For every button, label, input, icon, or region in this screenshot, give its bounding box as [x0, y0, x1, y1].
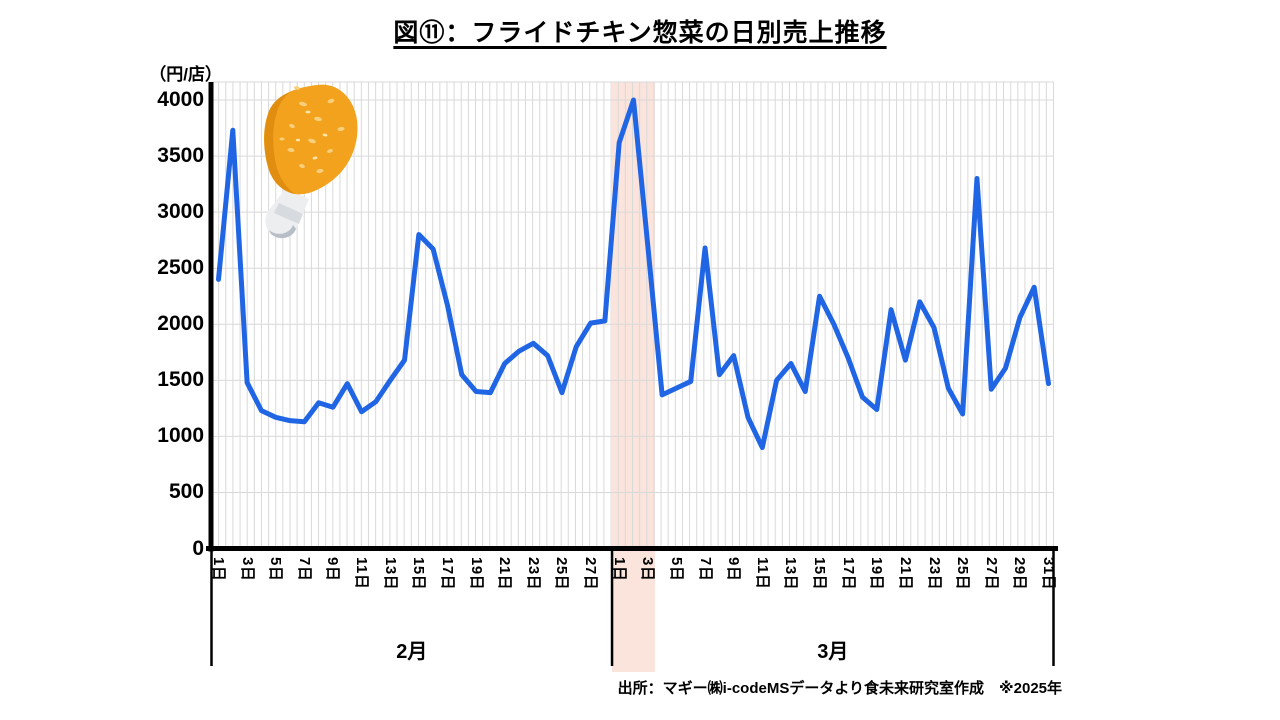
x-tick-label: 1日	[610, 557, 628, 582]
x-tick-label: 17日	[839, 557, 857, 591]
x-tick-label: 15日	[410, 557, 428, 591]
x-tick-label: 13日	[381, 557, 399, 591]
y-tick-label: 3000	[157, 200, 204, 224]
month-label: 3月	[817, 641, 849, 663]
y-tick-label: 0	[192, 536, 204, 560]
x-tick-label: 17日	[438, 557, 456, 591]
y-tick-label: 2500	[157, 256, 204, 280]
x-tick-label: 19日	[467, 557, 485, 591]
x-tick-label: 5日	[267, 557, 285, 582]
x-tick-label: 21日	[896, 557, 914, 591]
fried-chicken-illustration	[264, 84, 358, 239]
y-tick-label: 1000	[157, 424, 204, 448]
x-tick-label: 3日	[639, 557, 657, 582]
x-tick-label: 3日	[238, 557, 256, 582]
y-axis-unit-label: （円/店）	[149, 65, 222, 84]
x-tick-label: 7日	[295, 557, 313, 582]
x-tick-label: 1日	[210, 557, 227, 582]
x-tick-label: 23日	[925, 557, 943, 591]
y-tick-label: 2000	[157, 312, 204, 336]
x-axis-line	[206, 546, 1058, 551]
x-tick-label: 25日	[553, 557, 571, 591]
y-tick-label: 1500	[157, 368, 204, 392]
y-axis-line	[208, 82, 214, 552]
x-tick-label: 27日	[982, 557, 1000, 591]
highlight-band	[612, 82, 655, 672]
highlight-band-layer	[612, 82, 655, 672]
sales-line-series	[216, 97, 1051, 451]
axis-layer	[206, 82, 1058, 666]
x-tick-label: 31日	[1040, 557, 1057, 591]
x-tick-label: 29日	[1011, 557, 1029, 591]
x-tick-label: 11日	[753, 557, 771, 590]
x-tick-label: 13日	[782, 557, 800, 591]
x-tick-label: 27日	[582, 557, 600, 591]
x-axis-tick	[210, 551, 213, 666]
page-title: 図⑪：フライドチキン惣菜の日別売上推移	[393, 19, 887, 47]
y-tick-label: 4000	[157, 88, 204, 111]
x-tick-label: 15日	[811, 557, 829, 591]
x-tick-label: 23日	[524, 557, 542, 591]
x-tick-label: 25日	[954, 557, 972, 591]
y-tick-label: 500	[168, 480, 204, 504]
month-label: 2月	[396, 641, 428, 663]
x-tick-label: 9日	[725, 557, 743, 582]
x-tick-label: 9日	[324, 557, 342, 582]
x-tick-label: 5日	[667, 557, 685, 582]
x-tick-label: 11日	[353, 557, 371, 590]
source-note: 出所：マギー㈱i-codeMSデータより食未来研究室作成 ※2025年	[617, 680, 1062, 697]
x-axis-tick	[610, 551, 614, 666]
x-tick-label: 7日	[696, 557, 714, 582]
y-tick-label: 3500	[157, 144, 204, 168]
series-layer	[216, 97, 1051, 451]
x-tick-label: 21日	[496, 557, 514, 591]
x-axis-tick	[1052, 551, 1055, 666]
x-tick-label: 19日	[868, 557, 886, 591]
